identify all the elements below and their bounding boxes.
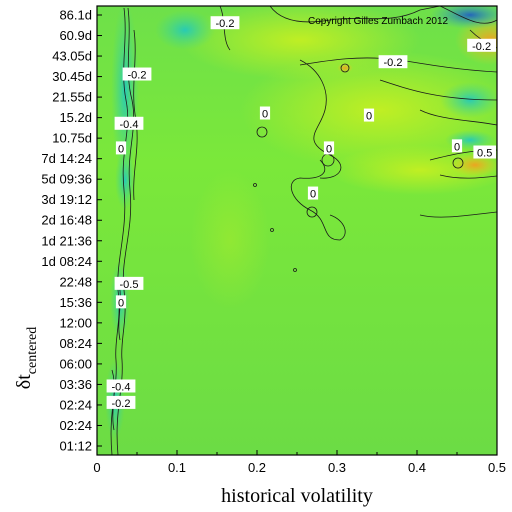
svg-text:0: 0 [326,143,332,155]
heatmap-field [97,6,497,455]
y-tick-label: 2d 16:48 [41,213,92,228]
contour-label: -0.4 [114,116,144,131]
x-tick-label: 0.5 [488,460,506,475]
y-axis: 01:12 02:24 02:24 03:36 06:00 08:24 12:00 15:36… [41,8,102,454]
y-tick-label: 3d 19:12 [41,192,92,207]
y-tick-label: 02:24 [59,397,92,412]
y-tick-label: 15.2d [59,110,92,125]
y-tick-label: 30.45d [52,69,92,84]
y-tick-label: 01:12 [59,439,92,454]
contour-label: 0 [259,106,271,121]
y-tick-label: 43.05d [52,49,92,64]
y-tick-label: 06:00 [59,356,92,371]
copyright-text: Copyright Gilles Zumbach 2012 [308,16,449,27]
x-tick-label: 0.1 [168,460,186,475]
y-tick-label: 10.75d [52,131,92,146]
contour-labels: -0.2 -0.2 -0.2 -0.2 -0.4 0 0 0 0 0 0 0.5 -0.5 0 -0.4 -0… [106,16,496,410]
x-tick-label: 0 [93,460,100,475]
contour-label: 0 [323,141,335,155]
contour-label: -0.4 [106,379,136,393]
x-tick-label: 0.3 [328,460,346,475]
svg-text:-0.2: -0.2 [384,57,403,69]
contour-label: -0.2 [378,55,408,69]
y-axis-title-subscript: centered [25,327,40,374]
y-tick-label: 12:00 [59,315,92,330]
svg-text:-0.2: -0.2 [216,18,235,30]
svg-text:0: 0 [366,111,372,123]
y-tick-label: 5d 09:36 [41,172,92,187]
contour-label: -0.2 [210,16,240,30]
contour-label: 0.5 [473,145,496,160]
svg-text:-0.2: -0.2 [112,398,131,410]
x-tick-label: 0.4 [408,460,426,475]
y-tick-label: 86.1d [59,8,92,23]
y-tick-label: 15:36 [59,295,92,310]
x-axis: 0 0.1 0.2 0.3 0.4 0.5 [93,450,506,475]
contour-label: 0 [115,295,127,309]
svg-text:-0.4: -0.4 [120,119,139,131]
contour-label: 0 [451,139,463,153]
contour-label: -0.2 [122,67,152,82]
svg-text:0: 0 [454,141,460,153]
contour-label: -0.2 [467,38,496,53]
x-axis-title: historical volatility [221,485,373,507]
y-tick-label: 1d 21:36 [41,233,92,248]
svg-text:0: 0 [118,143,124,155]
y-tick-label: 60.9d [59,28,92,43]
x-tick-label: 0.2 [248,460,266,475]
contour-label: 0 [363,108,375,123]
svg-text:-0.2: -0.2 [128,70,147,82]
y-axis-title-main: δt [13,374,35,389]
svg-text:0: 0 [262,109,268,121]
y-tick-label: 22:48 [59,274,92,289]
svg-text:0.5: 0.5 [477,148,492,160]
svg-text:-0.5: -0.5 [120,279,139,291]
y-tick-label: 7d 14:24 [41,151,92,166]
contour-label: 0 [307,186,319,201]
svg-text:-0.4: -0.4 [112,381,131,393]
svg-text:0: 0 [118,297,124,309]
contour-label: -0.2 [106,395,136,410]
svg-text:-0.2: -0.2 [472,41,491,53]
contour-label: -0.5 [114,276,144,291]
contour-lines [110,6,497,455]
contour-label: 0 [115,141,127,155]
y-tick-label: 1d 08:24 [41,254,92,269]
y-tick-label: 03:36 [59,377,92,392]
y-tick-label: 02:24 [59,418,92,433]
y-tick-label: 08:24 [59,336,92,351]
svg-text:0: 0 [310,189,316,201]
svg-text:δtcentered: δtcentered [13,327,40,389]
y-axis-title: δtcentered [13,327,40,389]
y-tick-label: 21.55d [52,90,92,105]
